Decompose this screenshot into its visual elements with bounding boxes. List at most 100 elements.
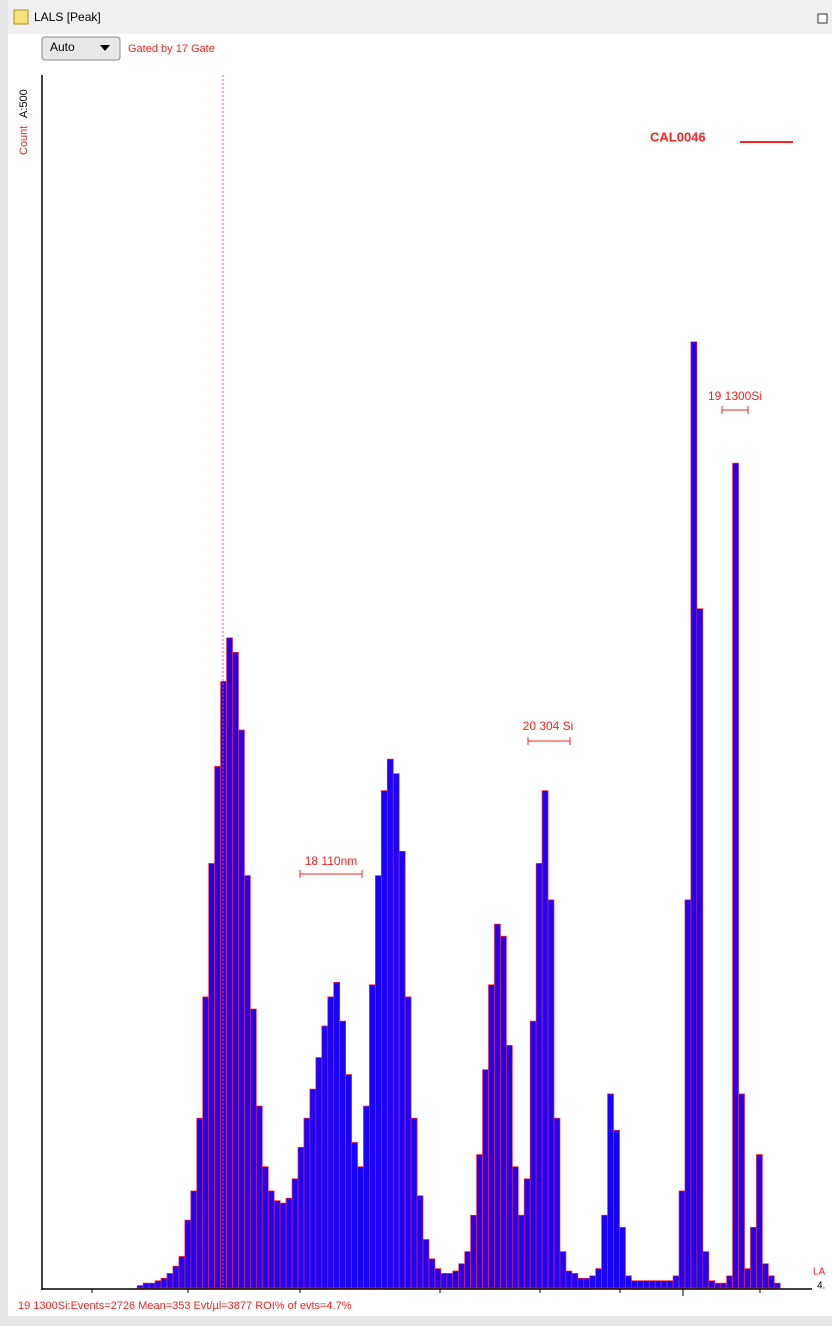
histogram-bar: [583, 1277, 591, 1289]
histogram-bar: [744, 1268, 751, 1289]
histogram-bar: [470, 1214, 477, 1289]
dropdown-arrow: [100, 45, 110, 51]
histogram-bar: [160, 1277, 168, 1289]
scale-dropdown[interactable]: [41, 36, 121, 61]
histogram-bar: [309, 1088, 317, 1289]
histogram-bar: [523, 1178, 531, 1289]
histogram-bar: [511, 1166, 519, 1289]
histogram-bar: [762, 1263, 769, 1289]
histogram-bar: [720, 1282, 728, 1289]
histogram-bar: [636, 1280, 644, 1289]
histogram-bar: [732, 462, 739, 1289]
histogram-bar: [714, 1282, 722, 1289]
histogram-bar: [565, 1270, 573, 1289]
histogram-bar: [434, 1268, 442, 1289]
histogram-bar: [226, 637, 233, 1289]
histogram-bar: [547, 899, 555, 1289]
x-tick-label-partial: 4.: [817, 1281, 825, 1292]
histogram-bar: [678, 1190, 686, 1289]
gate-annotation: 20 304 Si: [523, 719, 574, 733]
histogram-bar: [684, 899, 692, 1289]
histogram-bar: [690, 341, 698, 1289]
histogram-bar: [494, 923, 501, 1289]
window-title: LALS [Peak]: [34, 10, 101, 24]
histogram-bar: [529, 1020, 537, 1289]
histogram-bar: [339, 1020, 346, 1289]
histogram-bar: [202, 996, 210, 1289]
histogram-bar: [190, 1190, 198, 1289]
histogram-bar: [184, 1219, 192, 1289]
histogram-bar: [363, 1105, 370, 1289]
maximize-button[interactable]: [817, 13, 828, 24]
histogram-bar: [196, 1117, 204, 1289]
histogram-bar: [672, 1275, 680, 1289]
histogram-bar: [666, 1280, 674, 1289]
histogram-bar: [345, 1074, 352, 1289]
histogram-bar: [255, 1105, 263, 1289]
histogram-bar: [625, 1275, 632, 1289]
legend-label: CAL0046: [650, 129, 706, 144]
histogram-bar: [238, 729, 245, 1289]
histogram-bar: [214, 766, 221, 1289]
status-bar: 19 1300Si:Events=2726 Mean=353 Evt/µl=38…: [18, 1300, 352, 1312]
histogram-bar: [488, 984, 495, 1289]
histogram-bar: [261, 1166, 269, 1289]
histogram-bar: [166, 1273, 174, 1289]
histogram-bar: [351, 1142, 358, 1289]
histogram-bar: [398, 850, 406, 1289]
histogram-bar: [654, 1280, 662, 1289]
gate-range: [527, 737, 571, 745]
histogram-bar: [410, 1117, 418, 1289]
histogram-bar: [726, 1275, 733, 1289]
histogram-bar: [333, 981, 341, 1289]
histogram-bar: [279, 1202, 287, 1289]
histogram-bar: [273, 1200, 281, 1289]
histogram-bar: [607, 1093, 614, 1289]
histogram-bar: [738, 1093, 745, 1289]
x-axis-ticks: [91, 1289, 761, 1296]
histogram-bar: [267, 1190, 275, 1289]
histogram-bar: [321, 1025, 329, 1289]
histogram-bar: [327, 996, 335, 1289]
histogram-bar: [178, 1256, 186, 1289]
histogram-bar: [154, 1280, 162, 1289]
gate-annotation: 19 1300Si: [708, 389, 762, 403]
histogram-bar: [541, 790, 549, 1289]
histogram-bar: [303, 1117, 311, 1289]
y-scale-label: A:500: [18, 89, 30, 118]
histogram-bar: [232, 652, 239, 1289]
gate-range: [299, 870, 363, 878]
chart-icon: [13, 9, 29, 25]
histogram-bar: [500, 935, 507, 1289]
histogram-bar: [613, 1129, 620, 1289]
histogram-bar: [315, 1057, 323, 1289]
histogram-bar: [559, 1251, 567, 1289]
histogram-bar: [750, 1226, 757, 1289]
histogram-bar: [708, 1280, 716, 1289]
histogram-bar: [440, 1273, 448, 1289]
histogram-bar: [660, 1280, 668, 1289]
histogram-bar: [571, 1273, 579, 1289]
histogram-bar: [648, 1280, 656, 1289]
histogram-bar: [631, 1280, 638, 1289]
histogram-bar: [482, 1069, 489, 1289]
histogram-bar: [619, 1226, 626, 1289]
x-axis-label-partial: LA: [813, 1267, 826, 1278]
histogram-bar: [476, 1154, 483, 1289]
histogram-bar: [285, 1197, 293, 1289]
histogram-bar: [773, 1282, 781, 1289]
histogram-bar: [696, 608, 704, 1289]
histogram-bar: [553, 1117, 561, 1289]
histogram-bar: [148, 1282, 156, 1289]
histogram-bar: [220, 681, 227, 1289]
histogram-bar: [458, 1263, 466, 1289]
histogram-bar: [404, 996, 412, 1289]
histogram-bar: [428, 1258, 436, 1289]
histogram-bar: [595, 1268, 602, 1289]
left-border: [0, 0, 8, 1326]
histogram-bar: [142, 1282, 150, 1289]
histogram-bar: [464, 1251, 472, 1289]
histogram-bar: [291, 1178, 299, 1289]
histogram-bar: [756, 1154, 763, 1289]
histogram-bar: [446, 1273, 454, 1289]
